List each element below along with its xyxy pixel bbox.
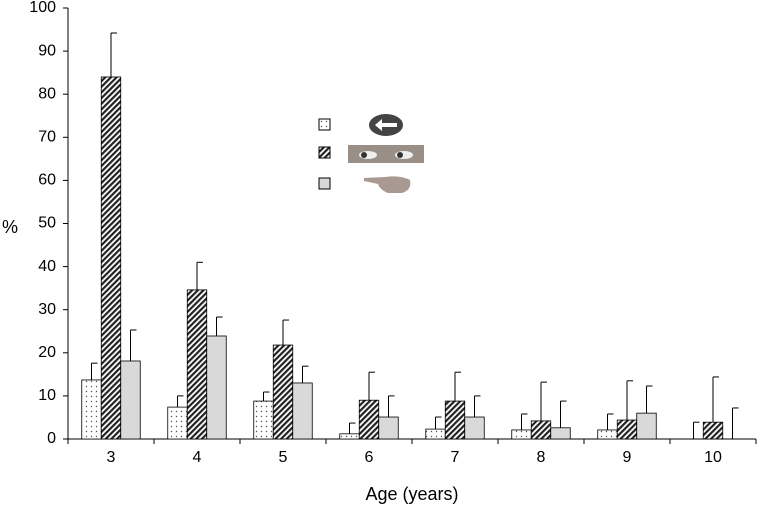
bar <box>339 433 360 440</box>
bar <box>530 420 552 440</box>
legend-swatch <box>318 146 331 159</box>
y-tick-label: 100 <box>29 0 56 16</box>
bar <box>702 421 724 440</box>
x-tick-label: 4 <box>193 449 202 466</box>
x-tick-label: 8 <box>537 449 546 466</box>
bar <box>253 400 274 440</box>
arrow-icon <box>369 114 403 136</box>
bar <box>636 412 657 440</box>
y-tick-label: 50 <box>38 215 56 232</box>
bar <box>120 360 141 440</box>
pointing-hand-icon <box>364 176 411 193</box>
bar <box>550 427 571 440</box>
bar <box>444 400 466 440</box>
y-tick-label: 0 <box>47 430 56 447</box>
y-tick-label: 10 <box>38 387 56 404</box>
x-tick-label: 6 <box>365 449 374 466</box>
legend-swatch <box>318 118 331 131</box>
bar <box>378 416 399 440</box>
legend <box>318 114 424 193</box>
bar <box>292 382 313 440</box>
y-tick-label: 90 <box>38 42 56 59</box>
x-axis-label: Age (years) <box>365 484 458 504</box>
eyes-icon <box>348 145 424 163</box>
y-axis-label: % <box>2 217 18 237</box>
bar <box>597 429 618 440</box>
bar <box>425 428 446 440</box>
x-tick-label: 5 <box>279 449 288 466</box>
bar <box>206 335 227 440</box>
bar <box>464 416 485 440</box>
y-tick-label: 20 <box>38 344 56 361</box>
bar <box>616 419 638 440</box>
legend-swatch <box>318 177 331 190</box>
y-tick-label: 70 <box>38 129 56 146</box>
x-tick-label: 9 <box>623 449 632 466</box>
x-tick-label: 7 <box>451 449 460 466</box>
y-tick-label: 80 <box>38 85 56 102</box>
x-tick-label: 10 <box>704 449 722 466</box>
bar <box>358 399 380 440</box>
bar <box>100 76 122 440</box>
bar <box>511 429 532 440</box>
y-tick-label: 60 <box>38 172 56 189</box>
y-tick-label: 40 <box>38 258 56 275</box>
bar <box>81 379 102 440</box>
x-tick-label: 3 <box>107 449 116 466</box>
y-tick-label: 30 <box>38 301 56 318</box>
bar <box>167 406 188 440</box>
bar <box>186 289 208 440</box>
bar <box>272 344 294 440</box>
